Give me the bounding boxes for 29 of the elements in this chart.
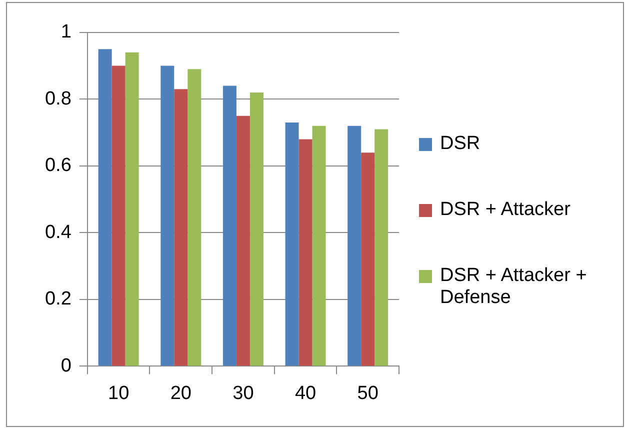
bar bbox=[125, 52, 139, 366]
y-tick-label: 0.2 bbox=[44, 288, 72, 310]
y-tick-label: 0.4 bbox=[44, 222, 72, 243]
bar bbox=[98, 49, 112, 366]
legend-label: DSR + Attacker bbox=[440, 199, 570, 221]
legend-label: DSR bbox=[440, 133, 480, 155]
bar bbox=[298, 139, 312, 366]
bar bbox=[312, 126, 326, 366]
x-tick-label: 40 bbox=[294, 382, 316, 404]
bar bbox=[250, 92, 264, 366]
bar bbox=[174, 89, 188, 366]
bar bbox=[374, 129, 388, 366]
y-tick-label: 1 bbox=[60, 22, 72, 43]
bar bbox=[236, 116, 250, 366]
y-tick-label: 0 bbox=[60, 355, 72, 376]
bar bbox=[222, 86, 236, 366]
y-tick-label: 0.8 bbox=[44, 88, 72, 110]
x-tick-label: 30 bbox=[232, 382, 254, 404]
bar bbox=[112, 66, 126, 366]
bar bbox=[160, 66, 174, 366]
x-tick-label: 20 bbox=[170, 382, 192, 404]
bar bbox=[361, 152, 375, 366]
y-tick-label: 0.6 bbox=[44, 155, 72, 176]
x-tick-label: 10 bbox=[108, 382, 130, 404]
legend-label: DSR + Attacker + Defense bbox=[440, 265, 588, 309]
bar bbox=[348, 126, 362, 366]
bar bbox=[285, 122, 299, 366]
bar bbox=[188, 69, 202, 366]
x-tick-label: 50 bbox=[357, 382, 378, 404]
